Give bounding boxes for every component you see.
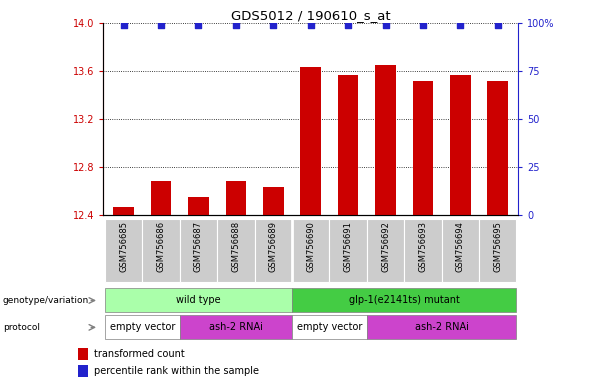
- Text: empty vector: empty vector: [110, 322, 175, 333]
- Bar: [450, 74, 471, 215]
- Bar: [105, 288, 292, 313]
- Bar: [338, 74, 358, 215]
- Text: glp-1(e2141ts) mutant: glp-1(e2141ts) mutant: [349, 295, 459, 306]
- Point: [231, 22, 240, 28]
- Bar: [292, 315, 367, 339]
- Bar: [78, 348, 88, 360]
- Text: GSM756693: GSM756693: [418, 221, 428, 272]
- Text: wild type: wild type: [176, 295, 221, 306]
- Bar: [180, 219, 217, 282]
- Text: GSM756688: GSM756688: [231, 221, 240, 272]
- Bar: [442, 219, 479, 282]
- Text: GSM756691: GSM756691: [343, 221, 353, 271]
- Text: GSM756685: GSM756685: [119, 221, 128, 272]
- Point: [456, 22, 465, 28]
- Text: protocol: protocol: [3, 323, 40, 332]
- Text: GSM756694: GSM756694: [456, 221, 465, 271]
- Bar: [105, 219, 143, 282]
- Bar: [188, 197, 209, 215]
- Title: GDS5012 / 190610_s_at: GDS5012 / 190610_s_at: [231, 9, 391, 22]
- Text: GSM756692: GSM756692: [381, 221, 390, 271]
- Point: [156, 22, 166, 28]
- Text: GSM756686: GSM756686: [157, 221, 166, 272]
- Bar: [488, 81, 508, 215]
- Text: ash-2 RNAi: ash-2 RNAi: [209, 322, 263, 333]
- Bar: [404, 219, 442, 282]
- Bar: [300, 68, 321, 215]
- Bar: [292, 219, 329, 282]
- Point: [119, 22, 128, 28]
- Point: [493, 22, 502, 28]
- Bar: [375, 65, 396, 215]
- Point: [194, 22, 203, 28]
- Bar: [479, 219, 517, 282]
- Bar: [113, 207, 134, 215]
- Text: GSM756689: GSM756689: [269, 221, 278, 272]
- Bar: [367, 219, 404, 282]
- Text: ash-2 RNAi: ash-2 RNAi: [415, 322, 469, 333]
- Point: [343, 22, 353, 28]
- Bar: [180, 315, 292, 339]
- Bar: [254, 219, 292, 282]
- Text: empty vector: empty vector: [297, 322, 362, 333]
- Point: [269, 22, 278, 28]
- Point: [381, 22, 391, 28]
- Bar: [263, 187, 283, 215]
- Text: genotype/variation: genotype/variation: [3, 296, 89, 305]
- Bar: [143, 219, 180, 282]
- Text: percentile rank within the sample: percentile rank within the sample: [94, 366, 259, 376]
- Bar: [329, 219, 367, 282]
- Text: GSM756690: GSM756690: [306, 221, 315, 271]
- Bar: [413, 81, 434, 215]
- Point: [418, 22, 428, 28]
- Bar: [217, 219, 254, 282]
- Text: transformed count: transformed count: [94, 349, 184, 359]
- Text: GSM756695: GSM756695: [493, 221, 502, 271]
- Bar: [105, 315, 180, 339]
- Text: GSM756687: GSM756687: [194, 221, 203, 272]
- Point: [306, 22, 316, 28]
- Bar: [292, 288, 517, 313]
- Bar: [151, 182, 171, 215]
- Bar: [367, 315, 517, 339]
- Bar: [78, 365, 88, 377]
- Bar: [226, 182, 246, 215]
